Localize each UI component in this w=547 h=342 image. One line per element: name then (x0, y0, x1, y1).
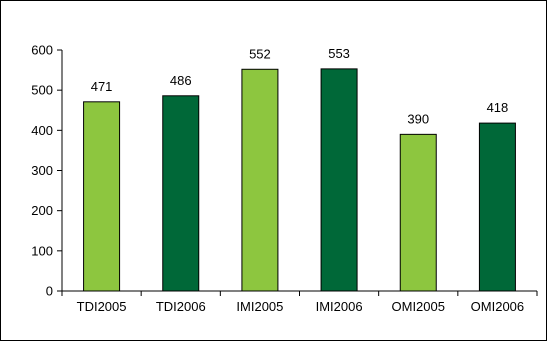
x-tick-label: IMI2005 (236, 299, 283, 314)
bar-omi2006 (478, 122, 516, 292)
data-label: 418 (487, 100, 509, 115)
y-tick-label: 100 (31, 243, 53, 258)
bar-imi2005 (241, 68, 279, 292)
y-tick-label: 600 (31, 43, 53, 58)
y-tick-label: 0 (46, 284, 53, 299)
bar-tdi2006 (162, 95, 200, 292)
y-tick-label: 400 (31, 123, 53, 138)
data-label: 471 (91, 79, 113, 94)
bars (83, 68, 516, 292)
bar-imi2006 (320, 68, 358, 292)
x-axis: TDI2005 TDI2006 IMI2005 IMI2006 OMI2005 OMI20… (61, 290, 538, 314)
data-label: 486 (170, 73, 192, 88)
y-tick-label: 200 (31, 203, 53, 218)
bar-tdi2005 (83, 101, 121, 292)
x-tick-label: TDI2006 (156, 299, 206, 314)
x-tick-label: OMI2005 (392, 299, 445, 314)
bar-omi2005 (399, 133, 437, 292)
y-axis: 0 100 200 300 400 500 600 (31, 43, 63, 299)
x-tick-label: TDI2005 (77, 299, 127, 314)
x-tick-label: IMI2006 (316, 299, 363, 314)
data-label: 390 (407, 111, 429, 126)
y-tick-label: 300 (31, 163, 53, 178)
data-label: 552 (249, 46, 271, 61)
data-labels: 471 486 552 553 390 418 (91, 46, 509, 126)
x-tick-label: OMI2006 (471, 299, 524, 314)
data-label: 553 (328, 46, 350, 61)
y-tick-label: 500 (31, 83, 53, 98)
